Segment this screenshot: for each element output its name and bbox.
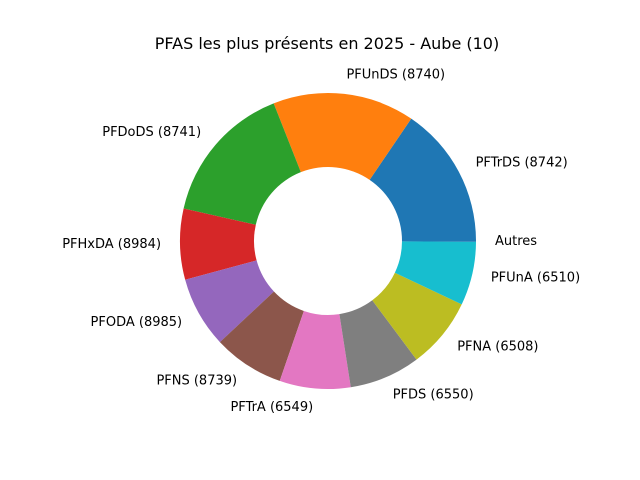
slice-label-0: PFTrDS (8742) [476,155,568,170]
slice-labels: PFTrDS (8742) PFUnDS (8740) PFDoDS (8741) P… [62,68,580,415]
slice-8 [372,272,462,360]
slice-label-7: PFDS (6550) [393,387,474,402]
donut-slices [180,92,476,389]
slice-6 [279,310,351,389]
slice-label-10: Autres [495,234,537,249]
slice-0 [369,118,476,241]
slice-label-3: PFHxDA (8984) [62,237,161,252]
slice-10 [401,241,476,242]
slice-label-6: PFTrA (6549) [230,400,313,415]
slice-label-8: PFNA (6508) [457,339,538,354]
chart-title: PFAS les plus présents en 2025 - Aube (1… [155,34,499,53]
slice-label-9: PFUnA (6510) [491,271,580,286]
slice-label-5: PFNS (8739) [156,374,237,389]
slice-5 [219,291,304,381]
slice-label-1: PFUnDS (8740) [346,68,445,83]
slice-label-2: PFDoDS (8741) [102,125,201,140]
slice-9 [394,241,476,305]
slice-4 [185,260,274,343]
slice-2 [183,103,301,225]
slice-3 [180,208,257,280]
slice-7 [339,300,417,388]
slice-label-4: PFODA (8985) [91,315,183,330]
slice-1 [273,92,412,180]
